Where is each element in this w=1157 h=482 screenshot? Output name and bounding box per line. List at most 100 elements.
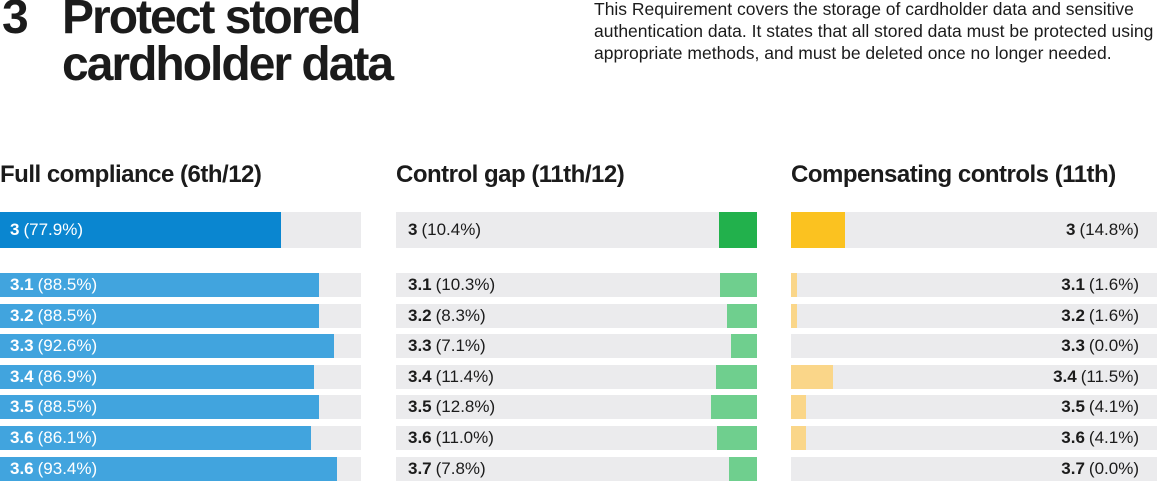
bar-category-label: 3.4 bbox=[408, 366, 432, 386]
bar-label: 3.7 (7.8%) bbox=[408, 457, 486, 481]
bar-track: 3 (14.8%) bbox=[791, 212, 1157, 248]
bar-label: 3.2 (8.3%) bbox=[408, 304, 486, 328]
bar-value-label: (92.6%) bbox=[37, 336, 98, 356]
bar-label: 3.2 (88.5%) bbox=[10, 304, 97, 328]
bar-label: 3.4 (11.5%) bbox=[1053, 365, 1139, 389]
bar-track: 3.1 (1.6%) bbox=[791, 273, 1157, 297]
bar-category-label: 3.1 bbox=[1061, 275, 1085, 294]
bar-label: 3.3 (0.0%) bbox=[1061, 334, 1139, 358]
bar-label: 3.1 (10.3%) bbox=[408, 273, 495, 297]
bar-value-label: (8.3%) bbox=[435, 305, 486, 325]
bar-label: 3.5 (12.8%) bbox=[408, 395, 495, 419]
bar-category-label: 3.2 bbox=[10, 305, 34, 325]
bar-track: 3.6 (11.0%) bbox=[396, 426, 757, 450]
bar-track: 3.1 (88.5%) bbox=[0, 273, 361, 297]
bar-category-label: 3.1 bbox=[10, 275, 34, 294]
bar-track: 3.6 (86.1%) bbox=[0, 426, 361, 450]
section-title-line-2: cardholder data bbox=[62, 38, 394, 91]
bar bbox=[720, 273, 757, 297]
bar-category-label: 3.7 bbox=[408, 458, 432, 478]
bar bbox=[791, 395, 806, 420]
bar-category-label: 3 bbox=[1066, 220, 1076, 239]
bar bbox=[727, 303, 757, 328]
bar-value-label: (88.5%) bbox=[37, 305, 98, 325]
bar-label: 3.6 (93.4%) bbox=[10, 457, 97, 481]
bar-value-label: (1.6%) bbox=[1088, 275, 1139, 294]
bar-value-label: (86.1%) bbox=[37, 428, 98, 447]
bar bbox=[711, 395, 757, 420]
bar bbox=[729, 456, 757, 481]
bar-label: 3.4 (11.4%) bbox=[408, 365, 494, 389]
bar-track: 3.6 (4.1%) bbox=[791, 426, 1157, 450]
bar-value-label: (86.9%) bbox=[37, 366, 98, 386]
bar-category-label: 3 bbox=[10, 220, 20, 239]
bar-label: 3.2 (1.6%) bbox=[1061, 304, 1139, 328]
bar bbox=[0, 456, 337, 481]
bar-track: 3.4 (11.4%) bbox=[396, 364, 757, 389]
bar-value-label: (7.8%) bbox=[435, 458, 486, 478]
bar-track: 3.2 (1.6%) bbox=[791, 303, 1157, 328]
bar-track: 3.7 (0.0%) bbox=[791, 456, 1157, 481]
bar-track: 3.5 (88.5%) bbox=[0, 395, 361, 420]
bar-category-label: 3 bbox=[408, 220, 418, 239]
bar-track: 3.3 (0.0%) bbox=[791, 334, 1157, 359]
full-compliance-chart: Full compliance (6th/12) 3 (77.9%) 3.1 (88.… bbox=[0, 160, 370, 482]
bar-category-label: 3.6 bbox=[10, 428, 34, 447]
bar bbox=[0, 426, 311, 450]
chart-title: Full compliance (6th/12) bbox=[0, 161, 262, 188]
bar-label: 3.3 (92.6%) bbox=[10, 334, 97, 358]
bar-label: 3.6 (86.1%) bbox=[10, 426, 97, 450]
bar-label: 3 (14.8%) bbox=[1066, 212, 1139, 248]
bar-label: 3.1 (1.6%) bbox=[1061, 273, 1139, 297]
bar-track: 3.2 (88.5%) bbox=[0, 303, 361, 328]
section-title-line-1: Protect stored bbox=[62, 0, 361, 44]
bar-category-label: 3.5 bbox=[1061, 397, 1085, 417]
bar-category-label: 3.2 bbox=[408, 305, 432, 325]
bar-category-label: 3.4 bbox=[1053, 366, 1077, 386]
bar-track: 3.2 (8.3%) bbox=[396, 303, 757, 328]
bar-label: 3.5 (4.1%) bbox=[1061, 395, 1139, 419]
bar-track: 3.3 (7.1%) bbox=[396, 334, 757, 359]
bar-track: 3.7 (7.8%) bbox=[396, 456, 757, 481]
bar-category-label: 3.2 bbox=[1061, 305, 1085, 325]
bar-category-label: 3.1 bbox=[408, 275, 432, 294]
bar-category-label: 3.5 bbox=[408, 397, 432, 417]
bar bbox=[0, 395, 319, 420]
bar-label: 3.5 (88.5%) bbox=[10, 395, 97, 419]
bar-category-label: 3.6 bbox=[10, 458, 34, 478]
section-number: 3 bbox=[2, 0, 29, 44]
bar-label: 3.6 (4.1%) bbox=[1061, 426, 1139, 450]
bar-category-label: 3.3 bbox=[10, 336, 34, 356]
bar-label: 3.4 (86.9%) bbox=[10, 365, 97, 389]
bar-track: 3.6 (93.4%) bbox=[0, 456, 361, 481]
control-gap-chart: Control gap (11th/12) 3 (10.4%) 3.1 (10.3%)… bbox=[396, 160, 766, 482]
bar-category-label: 3.4 bbox=[10, 366, 34, 386]
bar-label: 3.7 (0.0%) bbox=[1061, 457, 1139, 481]
bar-value-label: (4.1%) bbox=[1088, 428, 1139, 447]
bar-track: 3 (10.4%) bbox=[396, 212, 757, 248]
bar bbox=[731, 334, 757, 359]
bar-category-label: 3.7 bbox=[1061, 458, 1085, 478]
bar bbox=[0, 303, 319, 328]
bar bbox=[791, 212, 845, 248]
bar-value-label: (88.5%) bbox=[37, 397, 98, 417]
bar-category-label: 3.5 bbox=[10, 397, 34, 417]
bar-value-label: (14.8%) bbox=[1079, 220, 1139, 239]
bar-value-label: (7.1%) bbox=[435, 336, 486, 356]
bar bbox=[0, 364, 314, 389]
section-description: This Requirement covers the storage of c… bbox=[594, 0, 1154, 63]
bar bbox=[791, 273, 797, 297]
bar-value-label: (12.8%) bbox=[435, 397, 496, 417]
bar-track: 3.4 (86.9%) bbox=[0, 364, 361, 389]
bar bbox=[0, 334, 334, 359]
chart-title: Control gap (11th/12) bbox=[396, 161, 625, 188]
bar-track: 3.1 (10.3%) bbox=[396, 273, 757, 297]
bar bbox=[717, 426, 757, 450]
bar-label: 3.6 (11.0%) bbox=[408, 426, 494, 450]
bar-category-label: 3.3 bbox=[408, 336, 432, 356]
section-title: Protect stored cardholder data bbox=[62, 0, 512, 91]
compensating-controls-chart: Compensating controls (11th) 3 (14.8%) 3.1… bbox=[791, 160, 1157, 482]
bar-label: 3.1 (88.5%) bbox=[10, 273, 97, 297]
bar-value-label: (77.9%) bbox=[23, 220, 83, 239]
bar-category-label: 3.3 bbox=[1061, 336, 1085, 356]
